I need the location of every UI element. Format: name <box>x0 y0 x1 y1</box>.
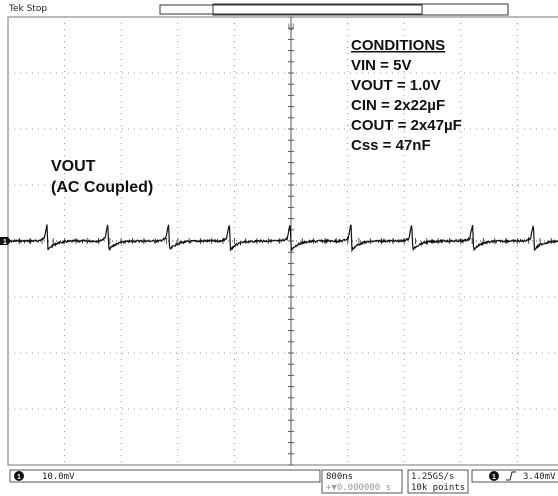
waveform <box>7 224 558 253</box>
record-window <box>159 4 423 15</box>
position: +▼0.000000 s <box>326 483 391 493</box>
trace-label: VOUT <box>51 158 96 175</box>
trigger-channel: 1 <box>492 474 496 481</box>
record-length: 10k points <box>411 483 465 493</box>
trace-label: (AC Coupled) <box>51 179 153 196</box>
channel-marker: 1 <box>3 239 7 246</box>
status: Tek Stop <box>8 4 47 14</box>
condition: CIN = 2x22µF <box>351 97 445 114</box>
trigger-icon <box>489 471 499 481</box>
trigger-slope <box>506 471 516 481</box>
condition: VOUT = 1.0V <box>351 77 441 94</box>
record-bar <box>212 3 509 16</box>
channel-number: 1 <box>17 474 21 481</box>
channel-scale: 10.0mV <box>42 472 75 482</box>
channel-box <box>9 469 321 483</box>
condition: VIN = 5V <box>351 57 411 74</box>
condition: Css = 47nF <box>351 137 431 154</box>
acq-box <box>407 469 469 494</box>
trigger-level: 3.40mV <box>523 472 556 482</box>
conditions-title: CONDITIONS <box>351 37 445 54</box>
timebase: 800ns <box>326 472 353 482</box>
channel-marker-shape <box>0 237 11 245</box>
condition: COUT = 2x47µF <box>351 117 462 134</box>
sample-rate: 1.25GS/s <box>411 472 454 482</box>
timebase-box <box>321 469 403 494</box>
channel-icon <box>14 471 24 481</box>
